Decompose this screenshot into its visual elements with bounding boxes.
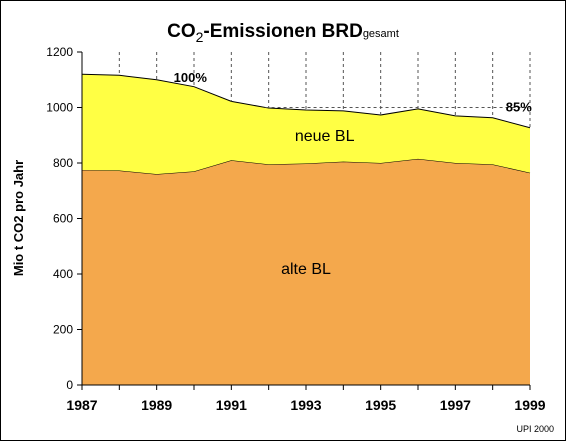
axes	[77, 51, 531, 390]
y-tick-label: 800	[53, 156, 73, 170]
x-tick-label: 1989	[141, 397, 172, 413]
x-tick-label: 1993	[290, 397, 321, 413]
annotation-100-percent: 100%	[174, 70, 208, 85]
y-axis-label: Mio t CO2 pro Jahr	[11, 160, 26, 276]
grid-lines	[118, 52, 531, 128]
annotation-85-percent: 85%	[506, 100, 532, 115]
y-tick-label: 400	[53, 267, 73, 281]
title-subscript: 2	[196, 29, 204, 45]
label-alte-bl: alte BL	[281, 261, 331, 278]
y-tick-label: 600	[53, 212, 73, 226]
x-tick-label: 1997	[440, 397, 471, 413]
area-neue-bl	[82, 74, 530, 175]
credit-text: UPI 2000	[516, 424, 554, 434]
y-tick-label: 0	[66, 378, 73, 392]
series-labels: alte BL neue BL	[281, 128, 354, 278]
x-tick-label: 1995	[365, 397, 396, 413]
title-main: -Emissionen BRD	[203, 21, 362, 42]
title-prefix: CO	[167, 21, 196, 42]
area-alte-bl	[82, 158, 530, 385]
chart-title: CO2-Emissionen BRDgesamt	[167, 21, 399, 45]
line-neue-bl	[81, 73, 531, 129]
title-suffix: gesamt	[363, 28, 399, 40]
plot-area	[81, 73, 531, 385]
x-tick-label: 1987	[66, 397, 97, 413]
y-tick-label: 1200	[46, 45, 73, 59]
label-neue-bl: neue BL	[295, 128, 355, 145]
tick-labels: 0 200 400 600 800 1000 1200 1987 1989 1991 1993 199…	[46, 45, 545, 413]
x-tick-label: 1991	[216, 397, 247, 413]
y-tick-label: 200	[53, 323, 73, 337]
x-tick-label: 1999	[514, 397, 545, 413]
y-tick-label: 1000	[46, 101, 73, 115]
